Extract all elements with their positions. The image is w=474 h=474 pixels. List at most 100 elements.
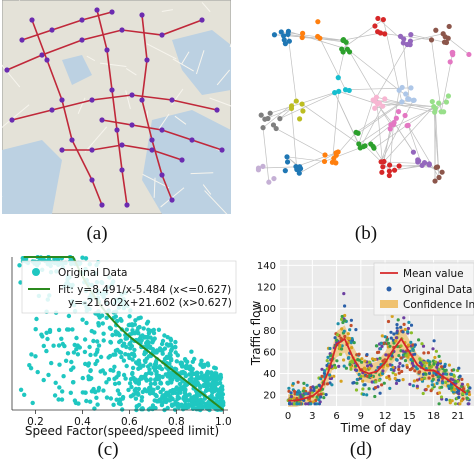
data-point bbox=[139, 395, 145, 400]
legend-label-fit: Fit: y=8.491/x-5.484 (x<=0.627) bbox=[58, 284, 231, 296]
data-point bbox=[363, 359, 367, 363]
data-point bbox=[450, 399, 454, 403]
graph-node bbox=[439, 169, 445, 175]
data-point bbox=[339, 352, 343, 356]
graph-node bbox=[397, 33, 404, 39]
data-point bbox=[466, 383, 470, 387]
data-point bbox=[389, 357, 393, 361]
minor-street bbox=[0, 62, 21, 88]
graph-edge bbox=[358, 99, 374, 145]
data-point bbox=[460, 377, 464, 381]
graph-node bbox=[450, 52, 456, 58]
data-point bbox=[292, 402, 297, 406]
data-point bbox=[148, 377, 153, 383]
data-point bbox=[142, 358, 148, 363]
sensor-node bbox=[124, 202, 130, 208]
data-point bbox=[408, 382, 412, 386]
data-point bbox=[322, 371, 326, 375]
data-point bbox=[181, 406, 186, 411]
data-point bbox=[139, 374, 144, 380]
data-point bbox=[199, 358, 204, 363]
graph-node bbox=[446, 23, 452, 30]
data-point bbox=[183, 358, 188, 363]
minor-street bbox=[195, 50, 205, 75]
data-point bbox=[427, 371, 432, 375]
graph-node bbox=[379, 169, 385, 175]
data-point bbox=[384, 353, 388, 357]
data-point bbox=[143, 376, 149, 382]
graph-edge bbox=[393, 122, 414, 153]
graph-node bbox=[266, 179, 272, 185]
data-point bbox=[354, 388, 359, 392]
graph-edge bbox=[383, 106, 435, 162]
data-point bbox=[124, 327, 129, 332]
data-point bbox=[458, 402, 462, 406]
data-point bbox=[131, 392, 136, 397]
data-point bbox=[88, 399, 93, 404]
data-point bbox=[163, 393, 168, 398]
data-point bbox=[436, 375, 440, 379]
data-point bbox=[88, 352, 93, 358]
traffic-flow-chart: 0 3 6 9 12 15 18 21 20 40 60 80 100 120 140 Time of da… bbox=[249, 260, 474, 435]
data-point bbox=[437, 354, 441, 358]
graph-node bbox=[278, 29, 284, 35]
data-point bbox=[96, 385, 102, 391]
data-point bbox=[178, 390, 183, 395]
x-tick-label: 9 bbox=[358, 411, 364, 422]
data-point bbox=[202, 396, 207, 401]
data-point bbox=[410, 361, 414, 365]
data-point bbox=[306, 402, 310, 406]
graph-node bbox=[255, 165, 262, 171]
y-tick-label: 80 bbox=[263, 326, 276, 337]
data-point bbox=[423, 364, 427, 368]
data-point bbox=[139, 398, 144, 403]
data-point bbox=[166, 343, 171, 348]
data-point bbox=[136, 316, 141, 321]
data-point bbox=[219, 384, 224, 390]
data-point bbox=[397, 367, 401, 372]
data-point bbox=[340, 317, 344, 321]
graph-node bbox=[432, 109, 438, 115]
graph-node bbox=[391, 167, 398, 173]
data-point bbox=[341, 320, 345, 325]
graph-edge bbox=[324, 146, 364, 162]
data-point bbox=[130, 323, 135, 328]
data-point bbox=[403, 359, 408, 363]
graph-node bbox=[339, 46, 345, 52]
graph-node bbox=[432, 178, 438, 184]
data-point bbox=[110, 332, 115, 338]
data-point bbox=[380, 344, 384, 348]
data-point bbox=[198, 406, 203, 412]
data-point bbox=[462, 387, 466, 391]
data-point bbox=[194, 378, 199, 383]
data-point bbox=[180, 364, 186, 369]
sensor-node bbox=[9, 117, 15, 123]
data-point bbox=[168, 336, 173, 341]
data-point bbox=[302, 386, 306, 390]
data-point bbox=[406, 343, 411, 347]
minor-street bbox=[146, 43, 177, 60]
legend-label-original: Original Data bbox=[403, 284, 473, 296]
graph-node bbox=[393, 115, 399, 121]
data-point bbox=[206, 399, 211, 405]
graph-node bbox=[335, 75, 341, 81]
data-point bbox=[438, 359, 442, 363]
data-point bbox=[317, 383, 321, 387]
legend-label-original: Original Data bbox=[58, 267, 128, 279]
graph-node bbox=[400, 40, 406, 46]
data-point bbox=[455, 390, 459, 394]
data-point bbox=[323, 369, 327, 373]
data-point bbox=[337, 364, 341, 368]
graph-node bbox=[260, 125, 266, 131]
data-point bbox=[168, 373, 173, 379]
graph-edge bbox=[334, 92, 361, 149]
data-point bbox=[456, 379, 460, 383]
data-point bbox=[159, 341, 165, 347]
graph-node bbox=[346, 87, 352, 94]
data-point bbox=[101, 388, 106, 393]
data-point bbox=[399, 325, 403, 329]
data-point bbox=[402, 322, 406, 326]
data-point bbox=[167, 361, 172, 366]
data-point bbox=[422, 351, 426, 355]
data-point bbox=[100, 321, 106, 326]
